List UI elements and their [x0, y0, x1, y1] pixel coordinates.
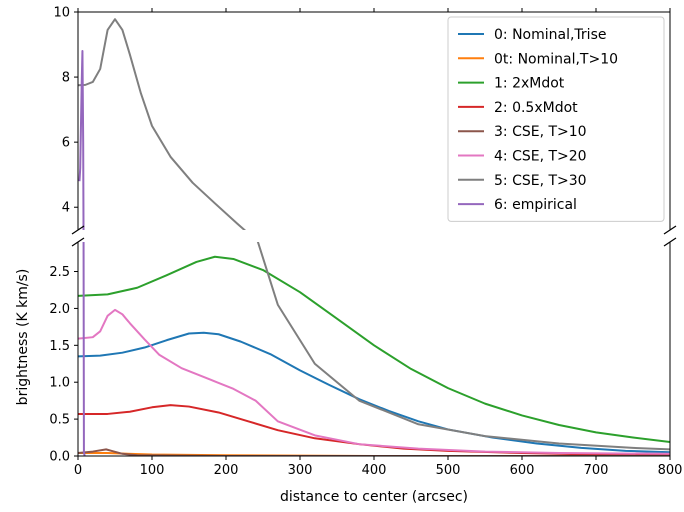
x-tick-label: 100: [140, 463, 165, 478]
legend-entry-2: 1: 2xMdot: [494, 76, 565, 92]
y-tick-label-top: 6: [62, 136, 70, 151]
x-axis-title: distance to center (arcsec): [280, 489, 468, 505]
series-line-top-0-0-nominal-trise: [78, 283, 670, 336]
axis-break-mark: [71, 225, 85, 235]
x-tick-label: 600: [510, 463, 535, 478]
x-tick-label: 0: [74, 463, 82, 478]
y-tick-label-top: 8: [62, 71, 70, 86]
series-line-bottom-0-0-nominal-trise: [78, 331, 670, 454]
series-line-top-5-4-cse-t-20: [78, 273, 670, 336]
series-line-bottom-2-1-2xmdot: [78, 255, 670, 443]
legend: 0: Nominal,Trise 0t: Nominal,T>10 1: 2xMdo…: [447, 16, 665, 222]
axis-break-mark: [663, 237, 677, 247]
y-tick-label-bottom: 2.5: [49, 265, 70, 280]
plot-area-bottom: [78, 242, 670, 456]
x-tick-label: 700: [584, 463, 609, 478]
legend-entry-6: 5: CSE, T>30: [494, 173, 587, 189]
axis-break-mark: [663, 225, 677, 235]
legend-box: [447, 16, 665, 222]
x-tick-label: 300: [288, 463, 313, 478]
y-tick-label-bottom: 1.5: [49, 339, 70, 354]
series-line-top-1-0t-nominal-t-10: [78, 336, 670, 337]
series-line-bottom-6-5-cse-t-30: [256, 242, 670, 451]
y-tick-label-bottom: 2.0: [49, 302, 70, 317]
legend-entry-7: 6: empirical: [494, 197, 577, 213]
y-axis-title: brightness (K km/s): [15, 269, 31, 406]
legend-entry-4: 3: CSE, T>10: [494, 124, 587, 140]
plot-area-top: [78, 18, 670, 337]
axis-break-mark: [71, 237, 85, 247]
series-line-bottom-7-6-empirical: [82, 242, 86, 456]
x-tick-label: 800: [658, 463, 683, 478]
x-tick-label: 500: [436, 463, 461, 478]
series-line-top-6-5-cse-t-30: [78, 18, 247, 230]
series-line-top-2-1-2xmdot: [78, 250, 670, 332]
legend-entry-1: 0t: Nominal,T>10: [494, 51, 618, 67]
y-tick-label-bottom: 0.5: [49, 413, 70, 428]
y-tick-label-bottom: 1.0: [49, 376, 70, 391]
legend-entry-5: 4: CSE, T>20: [494, 149, 587, 165]
series-line-top-7-6-empirical: [78, 50, 85, 230]
series-line-bottom-5-4-cse-t-20: [78, 308, 670, 455]
y-tick-label-top: 10: [53, 6, 70, 21]
legend-entry-3: 2: 0.5xMdot: [494, 100, 578, 116]
y-tick-label-top: 4: [62, 201, 70, 216]
y-tick-label-bottom: 0.0: [49, 450, 70, 465]
legend-entry-0: 0: Nominal,Trise: [494, 27, 606, 43]
x-tick-label: 400: [362, 463, 387, 478]
x-tick-label: 200: [214, 463, 239, 478]
series-line-top-3-2-0-5xmdot: [78, 315, 670, 337]
series-line-top-4-3-cse-t-10: [78, 334, 670, 337]
